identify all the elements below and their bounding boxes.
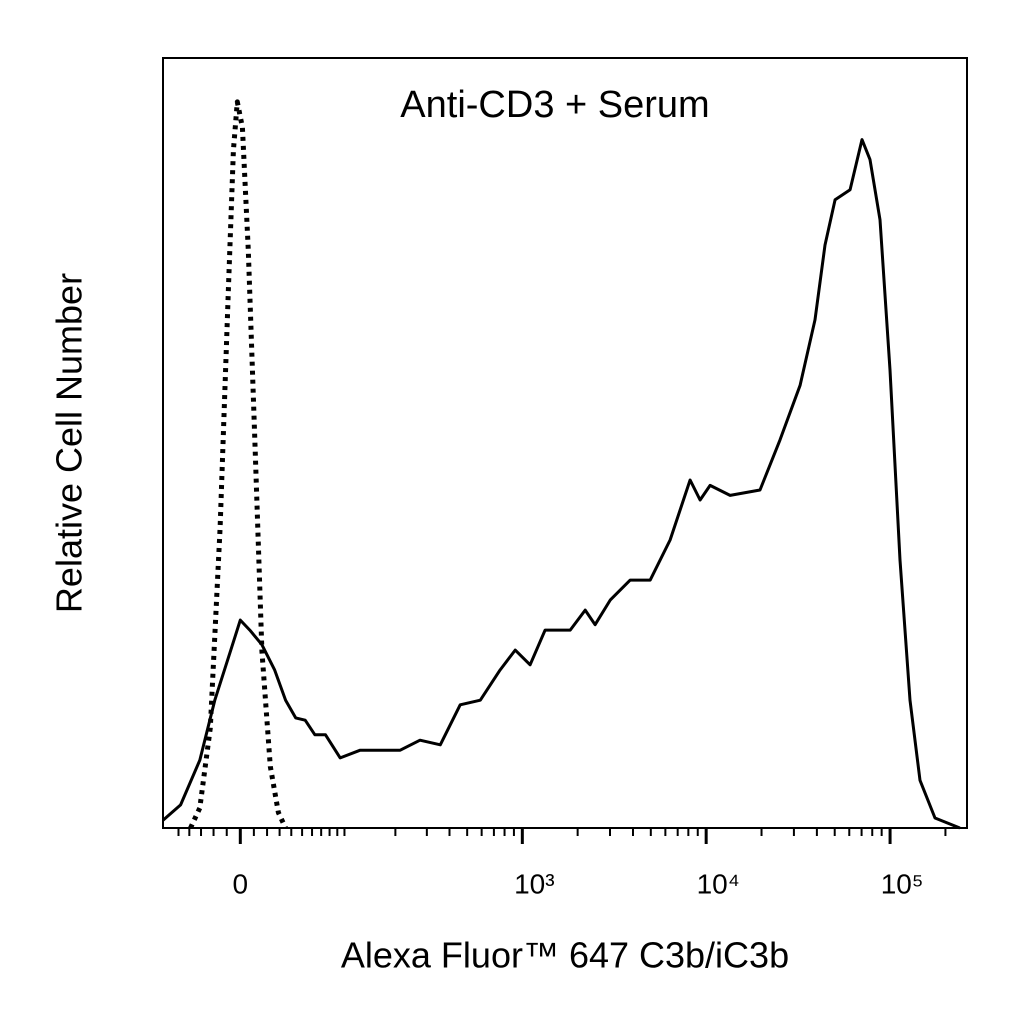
histogram-line [162,138,961,830]
x-tick-label: 10⁵ [881,868,924,899]
y-axis-label: Relative Cell Number [49,273,90,613]
chart-title: Anti-CD3 + Serum [400,84,709,126]
x-tick-label: 10⁴ [697,868,740,899]
x-tick-label: 0 [233,868,249,899]
histogram-line [188,99,288,830]
plot-frame [162,57,968,829]
x-axis-label: Alexa Fluor™ 647 C3b/iC3b [341,935,789,976]
x-tick-label: 10³ [514,868,554,899]
